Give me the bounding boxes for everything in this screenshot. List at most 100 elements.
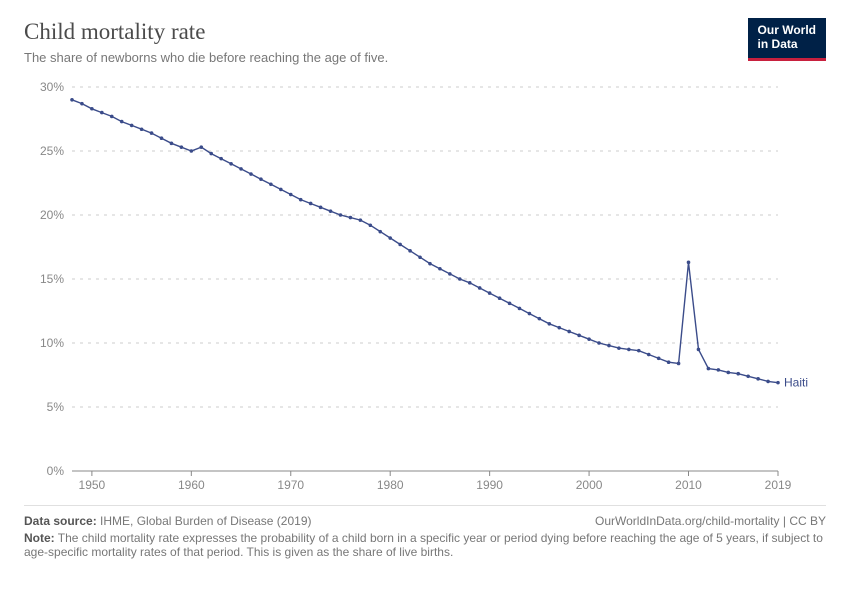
series-marker <box>190 149 194 153</box>
chart-area: 0%5%10%15%20%25%30%195019601970198019902… <box>24 79 826 499</box>
series-marker <box>259 177 263 181</box>
series-marker <box>269 182 273 186</box>
series-marker <box>657 356 661 360</box>
series-marker <box>597 341 601 345</box>
series-marker <box>120 119 124 123</box>
series-marker <box>468 281 472 285</box>
series-marker <box>458 277 462 281</box>
series-marker <box>528 311 532 315</box>
series-marker <box>249 172 253 176</box>
series-marker <box>448 272 452 276</box>
series-marker <box>309 201 313 205</box>
y-tick-label: 5% <box>47 400 65 414</box>
series-marker <box>697 347 701 351</box>
title-block: Child mortality rate The share of newbor… <box>24 18 388 65</box>
series-marker <box>70 98 74 102</box>
series-marker <box>488 291 492 295</box>
x-tick-label: 1960 <box>178 478 205 492</box>
footer: Data source: IHME, Global Burden of Dise… <box>24 505 826 559</box>
series-marker <box>677 361 681 365</box>
series-marker <box>418 255 422 259</box>
series-marker <box>239 167 243 171</box>
series-marker <box>398 242 402 246</box>
line-chart: 0%5%10%15%20%25%30%195019601970198019902… <box>24 79 826 499</box>
series-marker <box>567 329 571 333</box>
x-tick-label: 1970 <box>277 478 304 492</box>
series-marker <box>378 229 382 233</box>
y-tick-label: 30% <box>40 80 64 94</box>
footer-row: Data source: IHME, Global Burden of Dise… <box>24 514 826 528</box>
series-marker <box>736 372 740 376</box>
series-marker <box>329 209 333 213</box>
series-marker <box>369 223 373 227</box>
series-marker <box>746 374 750 378</box>
chart-title: Child mortality rate <box>24 18 388 46</box>
series-marker <box>428 261 432 265</box>
series-marker <box>150 131 154 135</box>
series-marker <box>776 380 780 384</box>
series-marker <box>359 218 363 222</box>
series-marker <box>408 249 412 253</box>
series-marker <box>557 325 561 329</box>
series-marker <box>547 322 551 326</box>
series-marker <box>229 162 233 166</box>
note-value: The child mortality rate expresses the p… <box>24 531 823 559</box>
series-marker <box>478 286 482 290</box>
series-marker <box>587 337 591 341</box>
series-marker <box>90 107 94 111</box>
logo-line2: in Data <box>758 38 816 52</box>
series-marker <box>319 205 323 209</box>
chart-container: Child mortality rate The share of newbor… <box>0 0 850 600</box>
series-marker <box>180 145 184 149</box>
series-marker <box>130 123 134 127</box>
source-label: Data source: <box>24 514 97 528</box>
y-tick-label: 20% <box>40 208 64 222</box>
y-tick-label: 10% <box>40 336 64 350</box>
series-marker <box>170 141 174 145</box>
series-marker <box>687 260 691 264</box>
series-marker <box>219 156 223 160</box>
x-tick-label: 2019 <box>765 478 792 492</box>
note-label: Note: <box>24 531 55 545</box>
series-marker <box>518 306 522 310</box>
series-line <box>72 99 778 382</box>
series-marker <box>766 379 770 383</box>
series-marker <box>667 360 671 364</box>
x-tick-label: 1950 <box>79 478 106 492</box>
series-marker <box>577 333 581 337</box>
series-marker <box>209 151 213 155</box>
logo-line1: Our World <box>758 24 816 38</box>
series-label: Haiti <box>784 375 808 389</box>
source-url: OurWorldInData.org/child-mortality <box>595 514 780 528</box>
series-marker <box>637 348 641 352</box>
series-marker <box>498 296 502 300</box>
source-value: IHME, Global Burden of Disease (2019) <box>100 514 311 528</box>
series-marker <box>140 127 144 131</box>
citation: OurWorldInData.org/child-mortality | CC … <box>595 514 826 528</box>
series-marker <box>100 110 104 114</box>
series-marker <box>627 347 631 351</box>
series-marker <box>160 136 164 140</box>
series-marker <box>508 301 512 305</box>
series-marker <box>647 352 651 356</box>
series-marker <box>756 377 760 381</box>
x-tick-label: 1980 <box>377 478 404 492</box>
chart-subtitle: The share of newborns who die before rea… <box>24 50 388 65</box>
series-marker <box>617 346 621 350</box>
x-tick-label: 2010 <box>675 478 702 492</box>
series-marker <box>339 213 343 217</box>
series-marker <box>80 101 84 105</box>
footnote: Note: The child mortality rate expresses… <box>24 531 826 559</box>
owid-logo: Our World in Data <box>748 18 826 61</box>
license: CC BY <box>789 514 826 528</box>
series-marker <box>299 197 303 201</box>
y-tick-label: 15% <box>40 272 64 286</box>
series-marker <box>717 368 721 372</box>
x-tick-label: 1990 <box>476 478 503 492</box>
header: Child mortality rate The share of newbor… <box>24 18 826 65</box>
data-source: Data source: IHME, Global Burden of Dise… <box>24 514 311 528</box>
series-marker <box>438 267 442 271</box>
series-marker <box>707 366 711 370</box>
series-marker <box>538 316 542 320</box>
x-tick-label: 2000 <box>576 478 603 492</box>
